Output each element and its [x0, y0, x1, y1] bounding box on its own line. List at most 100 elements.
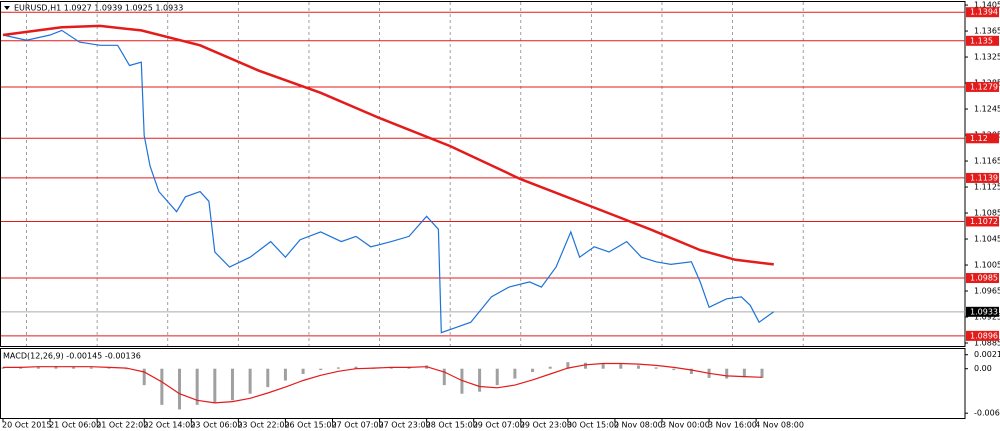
y-tick-label: 0.00213: [974, 350, 1000, 359]
histogram-bar: [142, 368, 146, 386]
histogram-bar: [636, 365, 640, 369]
level-label: 1.1139: [970, 173, 998, 182]
histogram-bar: [495, 368, 499, 386]
histogram-bar: [583, 362, 587, 369]
level-tag: [966, 216, 999, 227]
x-tick-label: 26 Oct 15:00: [284, 421, 336, 430]
y-tick-label: 1.0885: [974, 339, 1000, 348]
level-tag: [966, 7, 999, 18]
level-label: 1.0896: [970, 331, 998, 340]
y-tick-label: 1.1325: [974, 53, 1000, 62]
level-tag: [966, 330, 999, 341]
histogram-bar: [36, 366, 40, 369]
histogram-bar: [336, 367, 340, 369]
histogram-bar: [460, 368, 464, 394]
menu-icon[interactable]: [4, 6, 10, 10]
series-line: [2, 29, 775, 334]
level-tag: [966, 273, 999, 284]
histogram-bar: [54, 366, 58, 369]
x-tick-label: 28 Oct 15:00: [426, 421, 478, 430]
chart-title: EURUSD,H1 1.0927 1.0939 1.0925 1.0933: [14, 4, 183, 13]
y-tick-label: 1.1005: [974, 261, 1000, 270]
y-tick-label: 0.00: [974, 364, 992, 373]
x-tick-label: 22 Oct 14:00: [143, 421, 195, 430]
series-line: [3, 362, 763, 404]
histogram-bar: [531, 368, 535, 372]
x-tick-label: 3 Nov 00:00: [661, 421, 710, 430]
histogram-bar: [672, 368, 676, 371]
level-tag: [966, 133, 999, 144]
x-tick-label: 21 Oct 06:00: [49, 421, 101, 430]
level-label: 1.135: [970, 36, 993, 45]
y-tick-label: 1.1405: [974, 1, 1000, 10]
level-label: 1.1072: [970, 217, 998, 226]
histogram-bar: [230, 368, 234, 401]
macd-panel: [0, 348, 966, 419]
level-tag: [966, 81, 999, 92]
histogram-bar: [125, 368, 129, 370]
x-tick-label: 4 Nov 08:00: [755, 421, 804, 430]
histogram-bar: [266, 368, 270, 388]
histogram-bar: [213, 368, 217, 403]
x-tick-label: 20 Oct 2015: [2, 421, 51, 430]
histogram-bar: [548, 366, 552, 369]
histogram-bar: [442, 368, 446, 386]
level-tag: [966, 172, 999, 183]
level-label: 1.1394: [970, 8, 998, 17]
y-tick-label: 1.1165: [974, 157, 1000, 166]
histogram-bar: [725, 368, 729, 379]
x-tick-label: 3 Nov 16:00: [708, 421, 757, 430]
histogram-bar: [195, 368, 199, 405]
histogram-bar: [283, 368, 287, 381]
x-tick-label: 23 Oct 22:00: [237, 421, 289, 430]
y-tick-label: 1.1085: [974, 209, 1000, 218]
histogram-bar: [389, 367, 393, 369]
main-panel: [0, 1, 966, 347]
histogram-bar: [72, 366, 76, 369]
histogram-bar: [248, 368, 252, 394]
x-tick-label: 27 Oct 23:00: [379, 421, 431, 430]
y-tick-label: 1.1045: [974, 235, 1000, 244]
histogram-bar: [107, 368, 111, 369]
x-tick-label: 27 Oct 07:00: [331, 421, 383, 430]
y-tick-label: 1.1365: [974, 27, 1000, 36]
histogram-bar: [160, 368, 164, 405]
x-tick-label: 2 Nov 08:00: [614, 421, 663, 430]
x-tick-label: 30 Oct 15:00: [567, 421, 619, 430]
histogram-bar: [301, 368, 305, 374]
histogram-bar: [566, 362, 570, 369]
histogram-bar: [89, 367, 93, 369]
histogram-bar: [1, 367, 5, 369]
histogram-bar: [178, 368, 182, 410]
level-label: 1.12: [970, 134, 988, 143]
x-tick-label: 23 Oct 06:00: [190, 421, 242, 430]
level-label: 1.0985: [970, 274, 998, 283]
macd-title: MACD(12,26,9) -0.00145 -0.00136: [3, 352, 141, 361]
y-tick-label: 1.0925: [974, 313, 1000, 322]
histogram-bar: [619, 364, 623, 369]
series-line: [2, 24, 774, 266]
histogram-bar: [654, 367, 658, 369]
histogram-bar: [513, 368, 517, 379]
histogram-bar: [742, 368, 746, 378]
x-tick-label: 21 Oct 22:00: [96, 421, 148, 430]
histogram-bar: [601, 364, 605, 369]
y-tick-label: -0.00677: [974, 409, 1000, 418]
histogram-bar: [478, 368, 482, 392]
level-tag: [966, 35, 999, 46]
y-tick-label: 1.0965: [974, 287, 1000, 296]
y-tick-label: 1.1245: [974, 105, 1000, 114]
x-tick-label: 29 Oct 07:00: [473, 421, 525, 430]
histogram-bar: [760, 368, 764, 378]
histogram-bar: [354, 366, 358, 369]
histogram-bar: [319, 368, 323, 371]
x-tick-label: 29 Oct 23:00: [520, 421, 572, 430]
current-price-label: 1.0933: [970, 307, 998, 316]
histogram-bar: [689, 368, 693, 374]
y-tick-label: 1.1125: [974, 183, 1000, 192]
level-label: 1.1279: [970, 82, 998, 91]
current-price-tag: [966, 306, 999, 317]
